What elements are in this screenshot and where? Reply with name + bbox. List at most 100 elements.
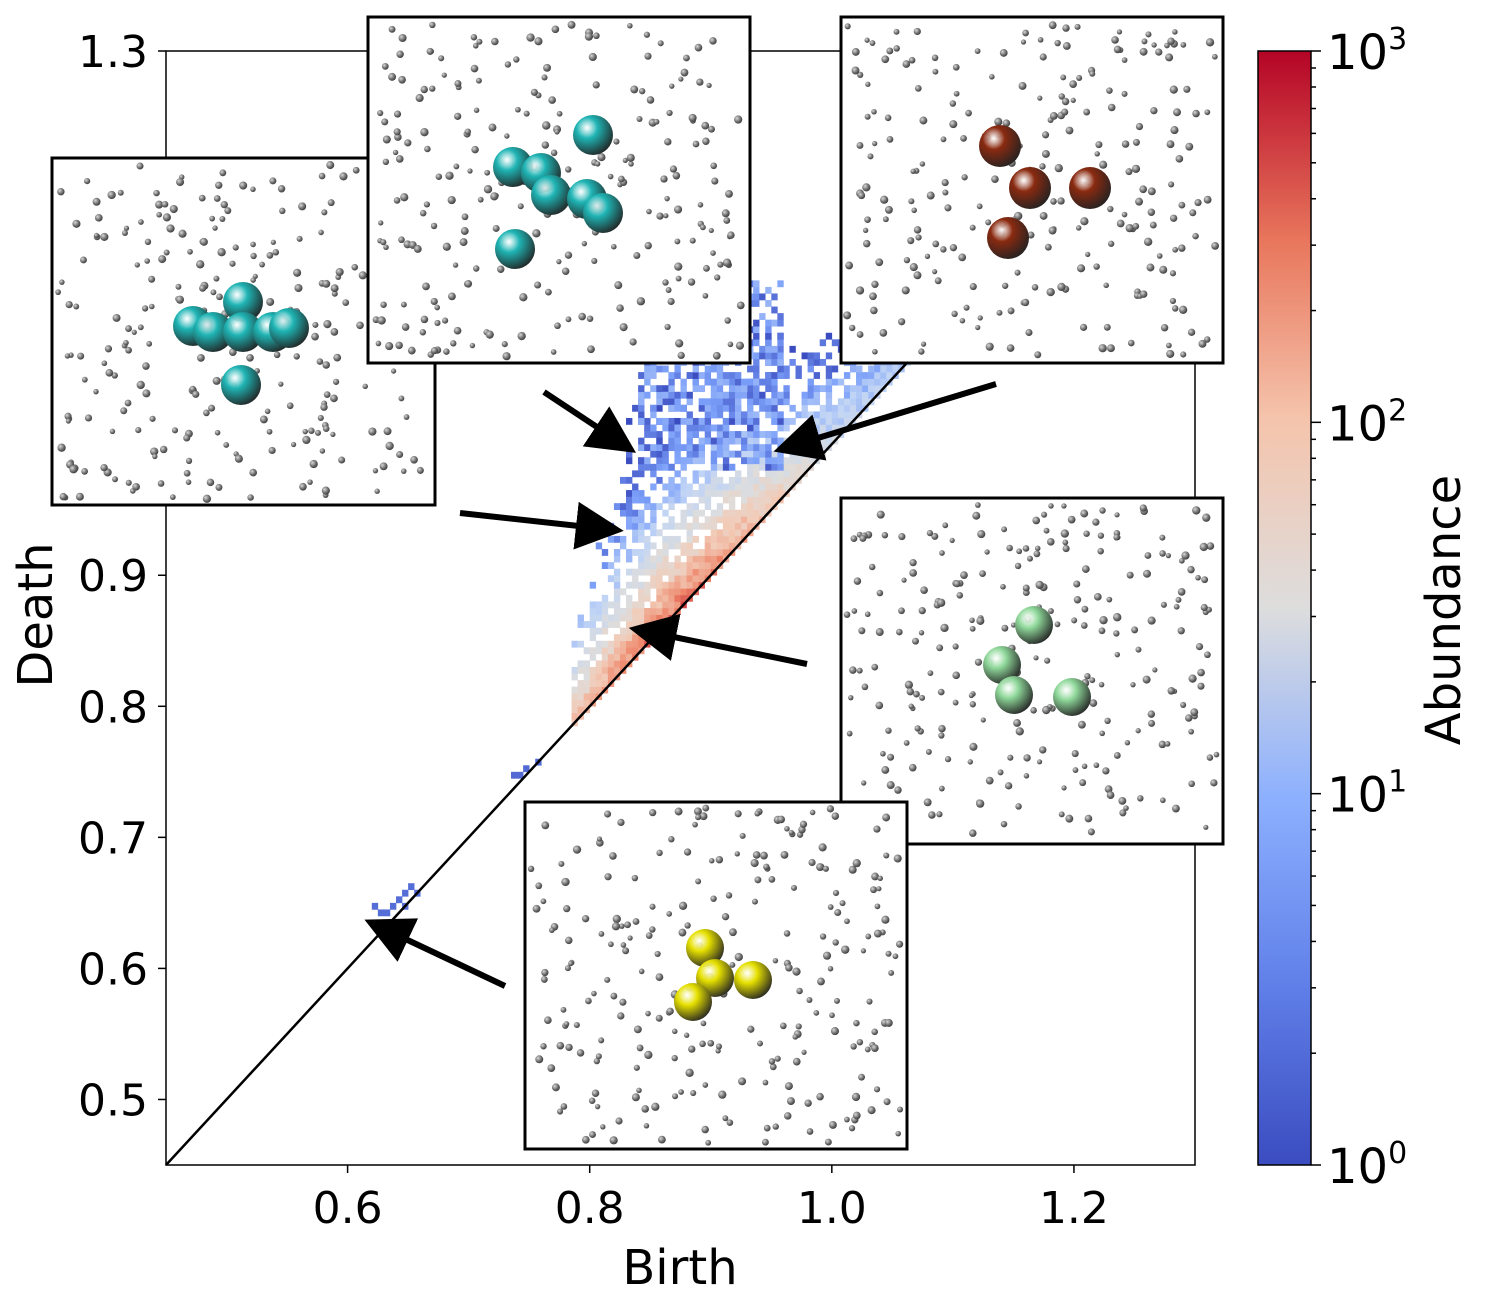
background-atom (904, 680, 914, 689)
background-atom (316, 358, 324, 365)
heatmap-cell (613, 653, 621, 661)
heatmap-cell (662, 365, 669, 373)
heatmap-cell (704, 535, 712, 543)
heatmap-cell (692, 424, 699, 432)
background-atom (563, 1021, 570, 1027)
heatmap-cell (644, 627, 651, 635)
cluster-particle (979, 125, 1021, 167)
background-atom (398, 75, 406, 84)
background-atom (651, 1102, 660, 1111)
heatmap-cell (722, 542, 730, 550)
background-atom (926, 191, 935, 200)
heatmap-cell (843, 411, 851, 419)
background-atom (961, 174, 968, 181)
heatmap-cell (825, 411, 833, 419)
arrow-to-left-cloud (459, 501, 624, 550)
background-atom (1177, 627, 1185, 635)
background-atom (381, 62, 389, 70)
heatmap-cell (668, 437, 675, 445)
background-atom (1205, 38, 1215, 47)
background-atom (856, 142, 864, 149)
background-atom (558, 860, 565, 867)
heatmap-cell (856, 404, 863, 412)
background-atom (827, 965, 834, 972)
heatmap-cell (759, 352, 766, 360)
background-atom (1114, 651, 1121, 658)
background-atom (736, 301, 745, 310)
heatmap-cell (716, 529, 724, 537)
inset-green-cluster (839, 496, 1225, 846)
heatmap-cell (777, 332, 784, 340)
heatmap-cell (734, 417, 742, 425)
heatmap-cell (849, 391, 857, 399)
background-atom (1180, 41, 1187, 48)
background-atom (692, 821, 698, 828)
heatmap-cell (656, 575, 663, 583)
background-atom (969, 829, 977, 837)
heatmap-cell (862, 385, 869, 393)
heatmap-cell (668, 594, 675, 602)
heatmap-cell (807, 411, 814, 419)
heatmap-cell (656, 529, 663, 537)
background-atom (1006, 544, 1013, 552)
background-atom (915, 234, 922, 241)
heatmap-cell (632, 509, 639, 517)
background-atom (600, 1124, 606, 1130)
heatmap-cell (728, 535, 736, 543)
heatmap-cell (674, 581, 681, 589)
heatmap-cell (849, 404, 857, 412)
background-atom (461, 213, 469, 221)
heatmap-cell (686, 535, 693, 543)
heatmap-cell (619, 627, 627, 635)
heatmap-cell (747, 457, 754, 465)
background-atom (464, 128, 471, 135)
heatmap-cell (765, 319, 772, 327)
heatmap-cell (626, 640, 633, 648)
background-atom (880, 195, 889, 204)
heatmap-cell (704, 437, 712, 445)
background-atom (321, 209, 328, 216)
background-atom (1106, 791, 1115, 799)
heatmap-cell (710, 378, 718, 386)
background-atom (268, 446, 276, 455)
background-atom (1170, 126, 1179, 135)
background-atom (969, 625, 976, 632)
background-atom (123, 225, 130, 231)
background-atom (699, 1040, 706, 1048)
heatmap-cell (807, 417, 814, 425)
heatmap-cell (759, 503, 766, 511)
background-atom (572, 845, 582, 854)
background-atom (616, 304, 624, 312)
heatmap-cell (722, 404, 730, 412)
background-atom (867, 153, 874, 160)
background-atom (383, 427, 392, 436)
background-atom (938, 724, 946, 733)
background-atom (893, 45, 900, 52)
background-atom (1146, 263, 1155, 272)
heatmap-cell (607, 653, 615, 661)
background-atom (656, 849, 663, 857)
inset-cyan-cluster-top (366, 15, 752, 365)
background-atom (309, 459, 318, 469)
heatmap-cell (650, 424, 657, 432)
heatmap-cell (765, 431, 772, 438)
heatmap-cell (716, 437, 724, 445)
heatmap-cell (704, 496, 712, 504)
background-atom (162, 213, 171, 222)
heatmap-cell (765, 496, 772, 504)
background-atom (869, 40, 876, 46)
background-atom (1062, 545, 1070, 553)
background-atom (910, 168, 916, 175)
heatmap-cell (886, 365, 893, 373)
background-atom (972, 511, 981, 520)
background-atom (848, 694, 854, 701)
heatmap-cell (613, 666, 621, 674)
background-atom (183, 434, 191, 442)
background-atom (1151, 42, 1157, 48)
background-atom (1139, 290, 1148, 298)
cluster-particle (269, 308, 309, 348)
background-atom (224, 207, 232, 215)
background-atom (1093, 762, 1100, 769)
background-atom (135, 427, 142, 434)
heatmap-cell (825, 372, 833, 379)
